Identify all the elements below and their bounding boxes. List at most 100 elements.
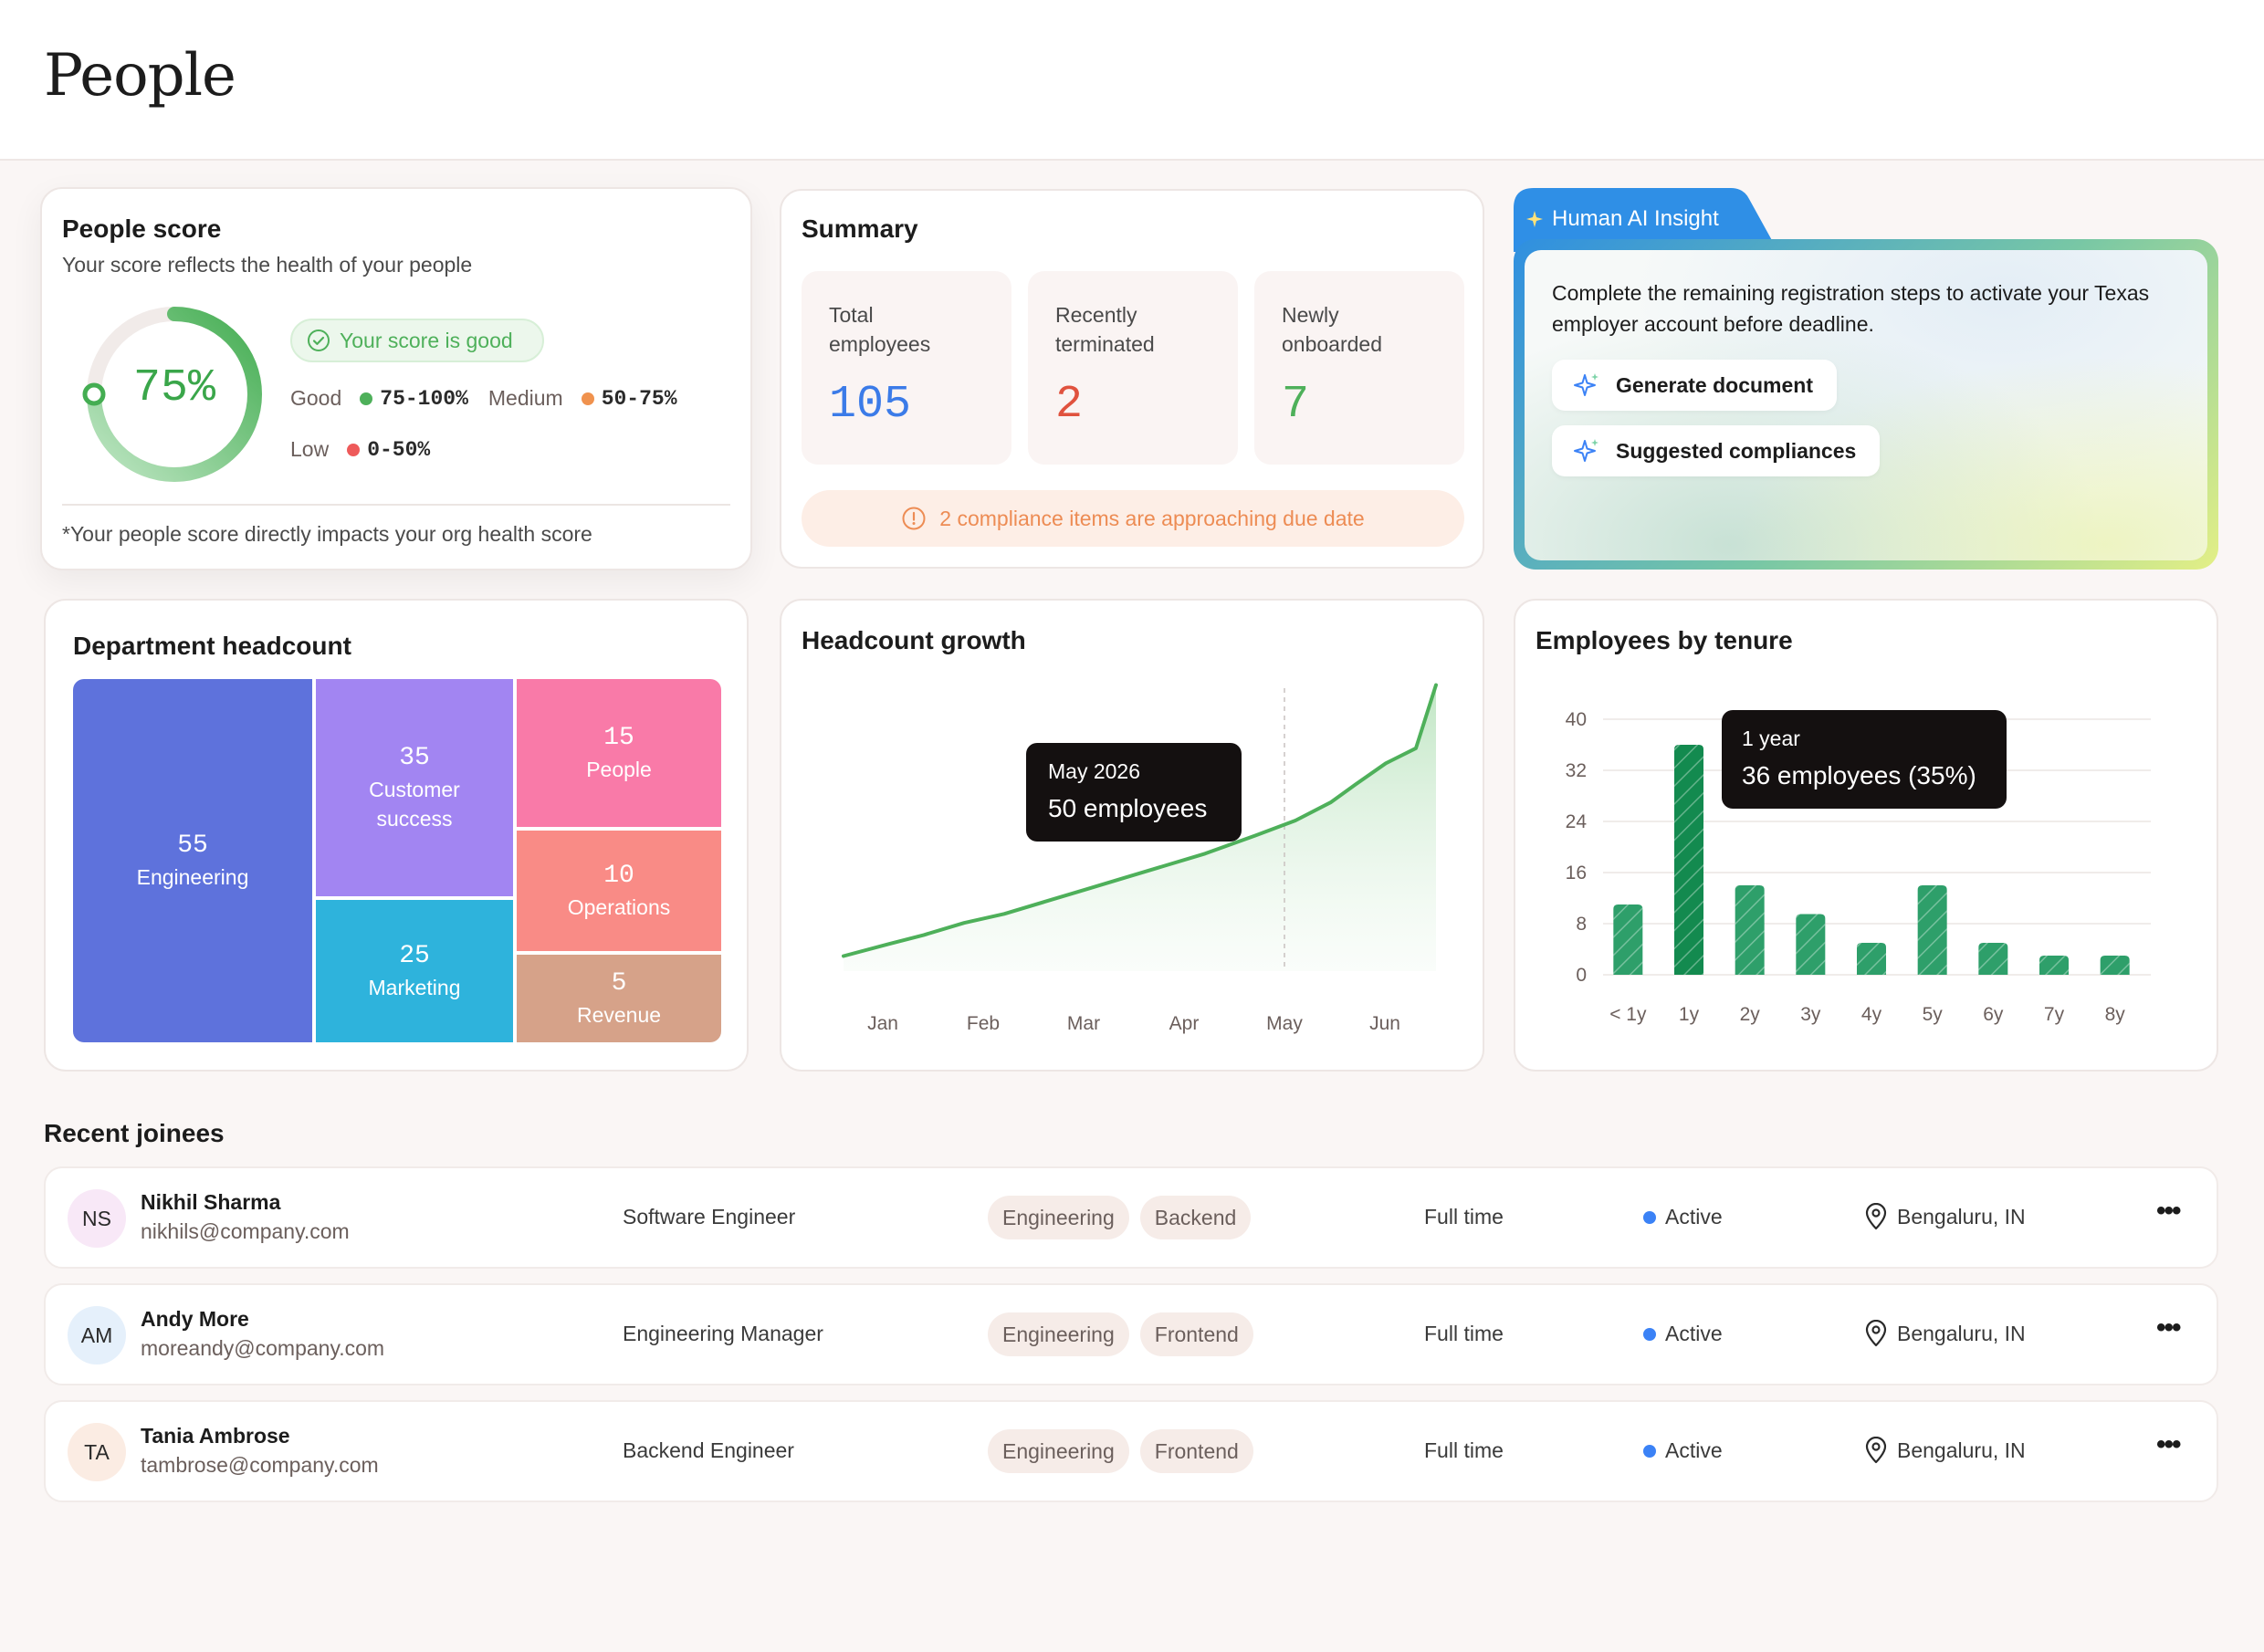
table-row[interactable]: TA Tania Ambrose tambrose@company.com Ba…: [44, 1400, 2218, 1502]
check-circle-icon: [308, 329, 330, 351]
tile-customer-success[interactable]: 35 Customer success: [316, 679, 513, 896]
y-tick-label: 16: [1566, 863, 1587, 884]
tile-people[interactable]: 15 People: [517, 679, 721, 827]
stat-newly-onboarded[interactable]: Newly onboarded 7: [1254, 271, 1464, 465]
sparkle-icon: [1574, 439, 1598, 462]
y-tick-label: 24: [1566, 811, 1588, 832]
more-horizontal-icon[interactable]: •••: [2156, 1312, 2181, 1343]
department-tag: Engineering: [988, 1196, 1129, 1239]
tenure-bar-hatch: [1796, 914, 1826, 975]
employment-type: Full time: [1424, 1438, 1504, 1462]
table-row[interactable]: NS Nikhil Sharma nikhils@company.com Sof…: [44, 1166, 2218, 1269]
status-text: Active: [1665, 1322, 1723, 1345]
score-divider: [62, 504, 730, 506]
joinee-role: Backend Engineer: [623, 1438, 794, 1462]
stat-recently-terminated[interactable]: Recently terminated 2: [1028, 271, 1238, 465]
tile-value: 55: [177, 831, 208, 860]
location-text: Bengaluru, IN: [1897, 1321, 2026, 1345]
tile-value: 25: [399, 942, 430, 970]
joinee-location: Bengaluru, IN: [1864, 1320, 2026, 1347]
y-tick-label: 8: [1576, 914, 1587, 935]
people-score-card: People score Your score reflects the hea…: [40, 187, 752, 570]
tile-label: Marketing: [368, 976, 461, 999]
tile-operations[interactable]: 10 Operations: [517, 831, 721, 951]
status-text: Active: [1665, 1205, 1723, 1229]
x-tick-label: 6y: [1983, 1004, 2004, 1025]
joinee-location: Bengaluru, IN: [1864, 1203, 2026, 1230]
team-tag: Frontend: [1139, 1429, 1253, 1473]
department-tag: Engineering: [988, 1429, 1129, 1473]
score-value: 75%: [132, 362, 215, 414]
x-tick-label: Apr: [1169, 1013, 1200, 1034]
x-tick-label: 2y: [1740, 1004, 1761, 1025]
growth-tooltip: May 2026 50 employees: [1026, 743, 1242, 842]
headcount-growth-title: Headcount growth: [802, 626, 1026, 654]
tenure-chart: 0 8 16 24 32 40 < 1y 1y 2y 3y 4y 5y 6y 7y 8y: [1566, 709, 2151, 1025]
employment-type: Full time: [1424, 1205, 1504, 1229]
x-tick-label: 3y: [1800, 1004, 1821, 1025]
x-tick-label: 4y: [1861, 1004, 1882, 1025]
tile-label: People: [586, 758, 652, 781]
ai-insight-tab: Human AI Insight: [1525, 206, 1719, 232]
team-tag: Backend: [1139, 1196, 1252, 1239]
status-badge: Active: [1643, 1322, 1723, 1346]
x-tick-label: May: [1266, 1013, 1303, 1034]
map-pin-icon: [1865, 1320, 1887, 1347]
compliance-alert-text: 2 compliance items are approaching due d…: [939, 506, 1365, 530]
tenure-bar-hatch: [1674, 745, 1703, 975]
x-tick-label: 7y: [2044, 1004, 2065, 1025]
y-tick-label: 40: [1566, 709, 1587, 730]
stat-total-employees[interactable]: Total employees 105: [802, 271, 1011, 465]
generate-document-label: Generate document: [1616, 372, 1813, 397]
map-pin-icon: [1865, 1437, 1887, 1464]
headcount-growth-card: Headcount growth Jan Feb Mar Apr May Jun May …: [780, 599, 1484, 1072]
tile-revenue[interactable]: 5 Revenue: [517, 955, 721, 1042]
suggested-compliances-button[interactable]: Suggested compliances: [1552, 425, 1881, 476]
department-headcount-title: Department headcount: [73, 632, 351, 660]
sparkle-icon: [1574, 373, 1598, 396]
more-horizontal-icon[interactable]: •••: [2156, 1429, 2181, 1459]
joinee-role: Engineering Manager: [623, 1322, 823, 1345]
stat-value: 2: [1055, 379, 1084, 431]
people-score-subtitle: Your score reflects the health of your p…: [62, 253, 473, 277]
more-horizontal-icon[interactable]: •••: [2156, 1196, 2181, 1226]
legend-low-range: 0-50%: [367, 437, 431, 462]
tile-engineering[interactable]: 55 Engineering: [73, 679, 312, 1042]
joinee-name: Tania Ambrose: [141, 1424, 290, 1448]
warning-circle-icon: [902, 507, 926, 530]
department-tag: Engineering: [988, 1312, 1129, 1356]
legend-medium-dot: [581, 392, 594, 405]
joinee-tags: Engineering Frontend: [988, 1312, 1253, 1356]
map-pin-icon: [1865, 1203, 1887, 1230]
y-tick-label: 0: [1576, 965, 1587, 986]
legend-low-dot: [347, 443, 361, 456]
tenure-bar-hatch: [1917, 885, 1947, 975]
status-dot: [1643, 1444, 1656, 1458]
joinee-email[interactable]: tambrose@company.com: [141, 1453, 379, 1477]
compliance-alert[interactable]: 2 compliance items are approaching due d…: [802, 490, 1464, 547]
generate-document-button[interactable]: Generate document: [1552, 360, 1837, 411]
avatar: AM: [68, 1306, 126, 1364]
employees-by-tenure-title: Employees by tenure: [1536, 626, 1793, 654]
joinee-role: Software Engineer: [623, 1205, 796, 1229]
tile-marketing[interactable]: 25 Marketing: [316, 900, 513, 1042]
status-badge: Active: [1643, 1438, 1723, 1463]
summary-card: Summary Total employees 105 Recently ter…: [780, 189, 1484, 569]
score-status-badge: Your score is good: [290, 319, 544, 362]
joinee-email[interactable]: moreandy@company.com: [141, 1336, 385, 1360]
tenure-tooltip-value: 36 employees (35%): [1742, 761, 1976, 789]
joinee-email[interactable]: nikhils@company.com: [141, 1219, 350, 1243]
avatar: TA: [68, 1423, 126, 1481]
tile-label: Engineering: [136, 865, 249, 889]
tile-value: 5: [611, 969, 627, 998]
tile-label: Revenue: [576, 1003, 662, 1027]
table-row[interactable]: AM Andy More moreandy@company.com Engine…: [44, 1283, 2218, 1385]
joinee-name: Andy More: [141, 1307, 249, 1331]
recent-joinees-title: Recent joinees: [44, 1119, 225, 1147]
x-tick-label: Jun: [1369, 1013, 1400, 1034]
suggested-compliances-label: Suggested compliances: [1616, 438, 1857, 463]
headcount-growth-chart: Jan Feb Mar Apr May Jun: [842, 683, 1438, 1034]
page-header: People: [0, 0, 2264, 161]
legend-medium-range: 50-75%: [601, 386, 677, 411]
x-tick-label: Feb: [967, 1013, 1000, 1034]
